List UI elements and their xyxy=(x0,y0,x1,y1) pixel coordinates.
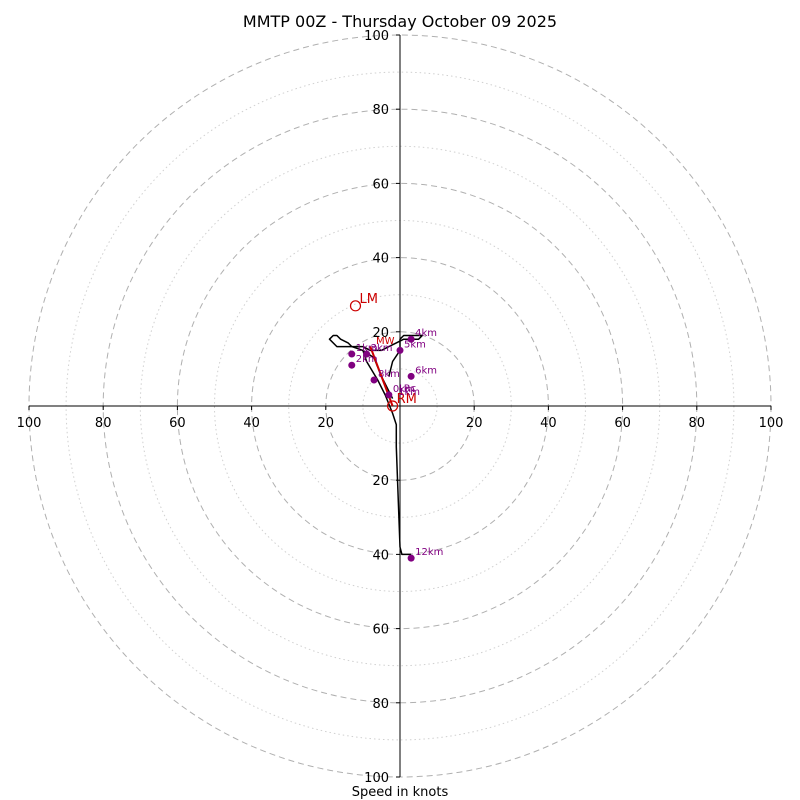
storm-motion-marker-lm xyxy=(349,300,362,312)
trace-line-upper xyxy=(351,334,424,377)
height-marker xyxy=(396,346,404,354)
x-tick-label: 100 xyxy=(759,416,784,431)
wind-trace xyxy=(328,334,424,556)
y-tick-label: 40 xyxy=(372,548,389,563)
x-tick-label: 80 xyxy=(95,416,112,431)
x-tick-label: 40 xyxy=(243,416,260,431)
y-tick-label: 20 xyxy=(372,474,389,489)
x-tick-label: 20 xyxy=(466,416,483,431)
height-label: 2km xyxy=(356,354,378,365)
x-tick-label: 80 xyxy=(689,416,706,431)
height-marker xyxy=(407,554,415,562)
y-tick-label: 100 xyxy=(364,29,389,44)
y-tick-label: 100 xyxy=(364,771,389,786)
x-tick-label: 60 xyxy=(614,416,631,431)
height-label: 3km xyxy=(371,343,393,354)
y-tick-label: 60 xyxy=(372,177,389,192)
height-marker xyxy=(407,372,415,380)
height-label: 12km xyxy=(415,547,443,558)
height-marker xyxy=(370,376,378,384)
height-marker xyxy=(348,361,356,369)
chart-title: MMTP 00Z - Thursday October 09 2025 xyxy=(243,12,557,31)
axes xyxy=(29,35,771,777)
height-label: 1km xyxy=(356,343,378,354)
y-tick-label: 80 xyxy=(372,103,389,118)
height-label: 6km xyxy=(415,365,437,376)
x-tick-label: 20 xyxy=(318,416,335,431)
storm-motion-label-rm: RM xyxy=(397,392,417,407)
x-tick-label: 40 xyxy=(540,416,557,431)
surface-label: Rc xyxy=(404,383,416,394)
surface-label: 1km xyxy=(398,387,420,398)
height-label: 0km xyxy=(393,384,415,395)
tick-labels: 100 100 80 80 60 60 40 40 20 20 20 20 40 40 60 60 80 80 10… xyxy=(17,29,784,786)
height-marker xyxy=(363,350,371,358)
storm-motion-marker-rm xyxy=(386,400,399,412)
x-axis-label: Speed in knots xyxy=(352,785,449,800)
height-label: 5km xyxy=(404,339,426,350)
x-tick-label: 100 xyxy=(17,416,42,431)
height-marker xyxy=(407,335,415,343)
y-tick-label: 80 xyxy=(372,697,389,712)
y-tick-label: 40 xyxy=(372,252,389,267)
y-tick-label: 20 xyxy=(372,326,389,341)
y-tick-label: 60 xyxy=(372,623,389,638)
storm-motion-label-lm: LM xyxy=(359,292,377,307)
height-marker xyxy=(385,391,393,399)
height-label: 4km xyxy=(415,328,437,339)
height-marker xyxy=(348,350,356,358)
height-label: 8km xyxy=(378,369,400,380)
x-tick-label: 60 xyxy=(169,416,186,431)
mean-wind-label: MW xyxy=(376,336,395,347)
